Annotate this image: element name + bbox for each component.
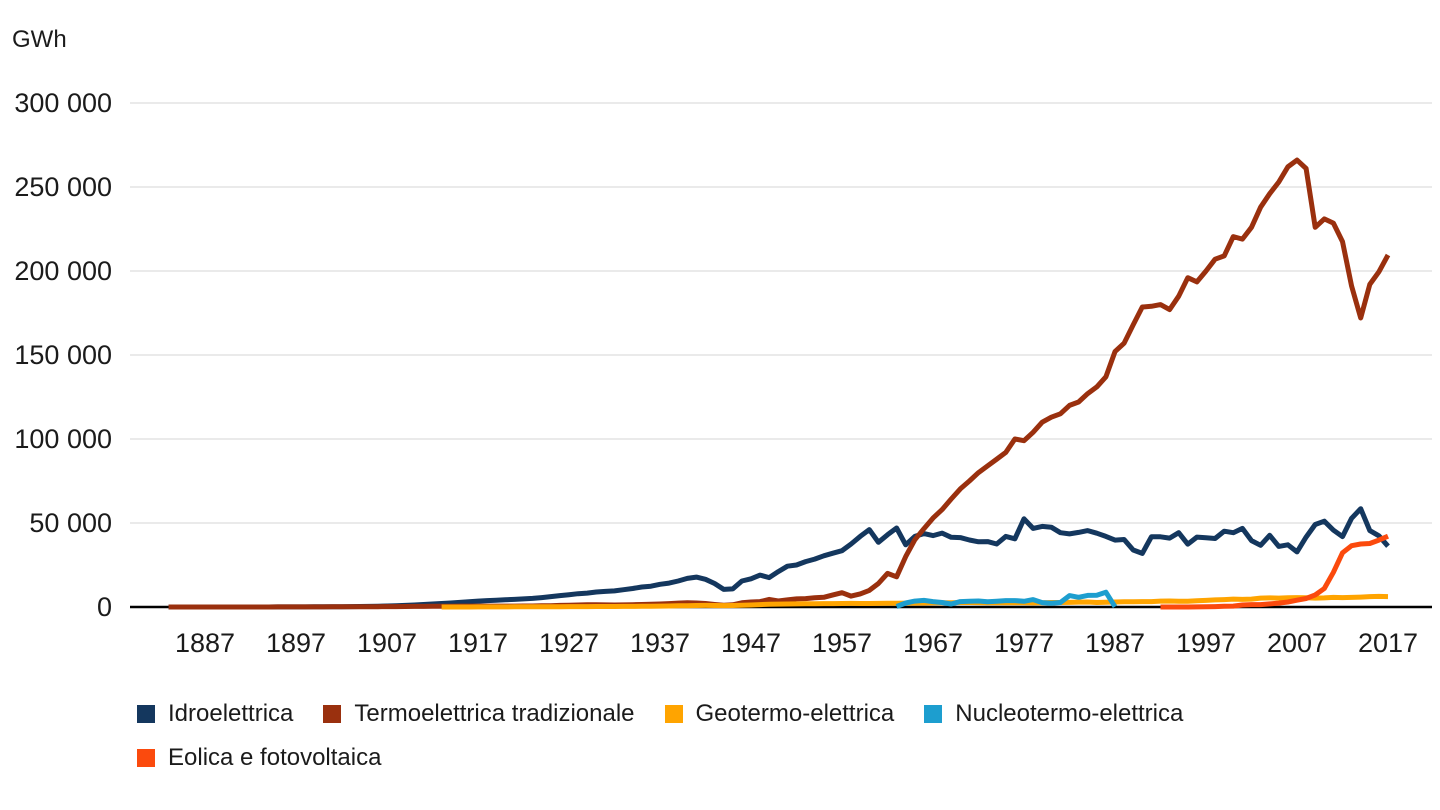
legend-swatch-idroelettrica [137,705,155,723]
x-tick-label: 1897 [265,628,327,658]
legend-item-eolica-e-fotovoltaica: Eolica e fotovoltaica [137,744,381,772]
y-tick-label: 50 000 [29,508,112,538]
y-tick-label: 150 000 [14,340,112,370]
legend-item-termoelettrica-tradizionale: Termoelettrica tradizionale [323,700,635,728]
legend-item-geotermo-elettrica: Geotermo-elettrica [664,700,895,728]
y-tick-label: 100 000 [14,424,112,454]
x-tick-label: 1937 [629,628,691,658]
y-axis-unit-label: GWh [12,26,67,53]
series-line-nucleotermo-elettrica [895,589,1118,609]
series-line-termoelettrica-tradizionale [168,157,1391,610]
x-tick-label: 1957 [811,628,873,658]
legend-label: Geotermo-elettrica [695,700,895,727]
x-tick-label: 1947 [720,628,782,658]
legend-label: Termoelettrica tradizionale [354,700,635,727]
legend-item-idroelettrica: Idroelettrica [137,700,293,728]
x-tick-label: 1967 [902,628,964,658]
y-tick-label: 0 [96,592,112,622]
x-tick-label: 1977 [993,628,1055,658]
x-tick-label: 1907 [356,628,418,658]
legend-item-nucleotermo-elettrica: Nucleotermo-elettrica [924,700,1183,728]
x-tick-label: 1917 [447,628,509,658]
legend: Idroelettrica Termoelettrica tradizionale… [137,700,1377,772]
x-tick-label: 2007 [1266,628,1328,658]
y-tick-label: 250 000 [14,172,112,202]
y-tick-label: 300 000 [14,88,112,118]
x-tick-label: 1987 [1084,628,1146,658]
x-tick-label: 1997 [1175,628,1237,658]
legend-swatch-nucleotermo-elettrica [924,705,943,723]
legend-label: Idroelettrica [168,700,294,727]
y-axis-labels: 0 50 000 100 000 150 000 200 000 250 000 300 0… [0,0,112,810]
x-tick-label: 2017 [1357,628,1419,658]
legend-label: Nucleotermo-elettrica [955,700,1184,727]
legend-swatch-geotermo-elettrica [664,705,683,723]
legend-swatch-termoelettrica-tradizionale [323,705,342,723]
legend-swatch-eolica-e-fotovoltaica [137,749,155,767]
y-tick-label: 200 000 [14,256,112,286]
legend-label: Eolica e fotovoltaica [168,744,382,771]
series-line-eolica-e-fotovoltaica [1160,533,1389,610]
x-tick-label: 1927 [538,628,600,658]
x-tick-label: 1887 [174,628,236,658]
